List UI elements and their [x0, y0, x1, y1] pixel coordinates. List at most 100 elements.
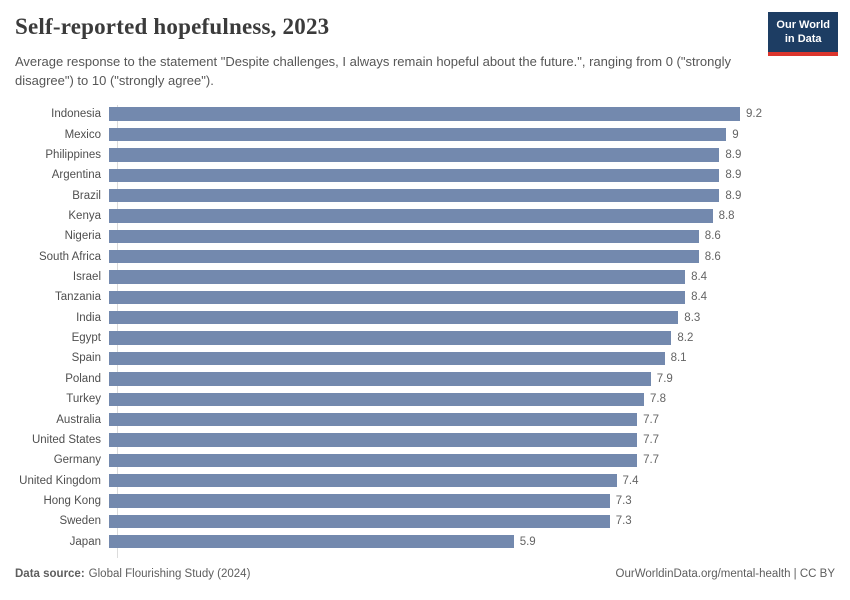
bar-track: 9: [109, 124, 837, 144]
country-label: India: [76, 311, 101, 324]
bar[interactable]: [109, 229, 699, 244]
bar-chart: Indonesia 9.2 Mexico 9 Philippines 8.9 Argenti…: [15, 104, 837, 558]
bar-track: 5.9: [109, 532, 837, 552]
bar-track: 8.4: [109, 267, 837, 287]
country-label: Spain: [71, 352, 101, 365]
bar-track: 7.8: [109, 389, 837, 409]
country-label: Argentina: [51, 169, 101, 182]
bar[interactable]: [109, 148, 720, 162]
bar-row: Indonesia 9.2: [15, 104, 837, 124]
country-label: United States: [31, 433, 101, 446]
value-label: 8.6: [704, 250, 721, 263]
bar-track: 7.4: [109, 470, 837, 490]
country-label: Australia: [56, 413, 101, 426]
value-label: 8.1: [670, 352, 687, 365]
bar-row: South Africa 8.6: [15, 247, 837, 267]
country-label: Turkey: [66, 393, 101, 406]
value-label: 8.3: [684, 311, 701, 324]
value-label: 7.7: [643, 413, 660, 426]
bar-row: United States 7.7: [15, 430, 837, 450]
bar[interactable]: [109, 535, 514, 549]
chart-subtitle: Average response to the statement "Despi…: [15, 54, 732, 88]
bar[interactable]: [109, 188, 720, 203]
country-label: Philippines: [45, 148, 101, 161]
bar[interactable]: [109, 453, 638, 467]
bar-track: 7.9: [109, 369, 837, 389]
country-label: Brazil: [72, 189, 101, 202]
country-label: Mexico: [64, 128, 101, 141]
bar-row: Turkey 7.8: [15, 389, 837, 409]
bar[interactable]: [109, 372, 651, 386]
bar-track: 8.9: [109, 145, 837, 165]
bar-row: Germany 7.7: [15, 450, 837, 470]
bar[interactable]: [109, 290, 686, 305]
bar[interactable]: [109, 412, 638, 427]
country-label: Poland: [65, 372, 101, 385]
attribution-link[interactable]: OurWorldinData.org/mental-health | CC BY: [615, 568, 835, 580]
bar-row: India 8.3: [15, 308, 837, 328]
bar[interactable]: [109, 209, 713, 223]
bar[interactable]: [109, 473, 617, 488]
bar-row: Hong Kong 7.3: [15, 491, 837, 511]
bar-track: 7.7: [109, 409, 837, 429]
bar[interactable]: [109, 127, 727, 142]
bar[interactable]: [109, 331, 672, 345]
bar-row: Nigeria 8.6: [15, 226, 837, 246]
bar-row: Israel 8.4: [15, 267, 837, 287]
bar-row: Australia 7.7: [15, 409, 837, 429]
data-source: Data source: Global Flourishing Study (20…: [15, 568, 250, 580]
bar[interactable]: [109, 250, 699, 264]
value-label: 7.4: [622, 474, 639, 487]
bar[interactable]: [109, 433, 638, 447]
value-label: 8.2: [677, 332, 694, 345]
bar[interactable]: [109, 351, 665, 366]
bar-row: Poland 7.9: [15, 369, 837, 389]
chart-title: Self-reported hopefulness, 2023: [15, 14, 330, 39]
country-label: Kenya: [68, 209, 101, 222]
bar[interactable]: [109, 311, 679, 325]
country-label: Sweden: [59, 515, 101, 528]
country-label: Nigeria: [64, 230, 101, 243]
bar-track: 8.6: [109, 226, 837, 246]
bar-row: Brazil 8.9: [15, 185, 837, 205]
value-label: 5.9: [519, 535, 536, 548]
bar[interactable]: [109, 107, 740, 121]
value-label: 7.7: [643, 433, 660, 446]
value-label: 8.9: [725, 169, 742, 182]
value-label: 8.4: [691, 291, 708, 304]
bar-track: 8.9: [109, 165, 837, 185]
value-label: 7.3: [615, 495, 632, 507]
value-label: 7.7: [643, 454, 660, 467]
bar-track: 7.3: [109, 511, 837, 531]
bar-row: United Kingdom 7.4: [15, 470, 837, 490]
bar[interactable]: [109, 168, 720, 182]
owid-logo[interactable]: Our World in Data: [768, 12, 838, 56]
value-label: 8.9: [725, 148, 742, 161]
value-label: 7.8: [650, 393, 666, 406]
country-label: Indonesia: [51, 108, 101, 121]
bar[interactable]: [109, 270, 686, 284]
bar-track: 8.6: [109, 247, 837, 267]
bar-track: 7.3: [109, 491, 837, 511]
bar[interactable]: [109, 494, 610, 508]
bar-row: Egypt 8.2: [15, 328, 837, 348]
value-label: 7.9: [656, 372, 673, 385]
value-label: 8.8: [718, 209, 735, 222]
bar-row: Spain 8.1: [15, 348, 837, 368]
bar-row: Japan 5.9: [15, 532, 837, 552]
bar-track: 9.2: [109, 104, 837, 124]
owid-logo-line2: in Data: [784, 32, 822, 45]
bar[interactable]: [109, 514, 610, 529]
value-label: 7.3: [615, 515, 632, 528]
country-label: South Africa: [38, 250, 101, 263]
value-label: 9.2: [746, 108, 762, 121]
country-label: Germany: [53, 454, 101, 467]
bar-track: 8.4: [109, 287, 837, 307]
country-label: Egypt: [71, 332, 101, 345]
bar[interactable]: [109, 392, 644, 406]
bar-track: 7.7: [109, 430, 837, 450]
owid-logo-line1: Our World: [776, 19, 830, 31]
data-source-label: Data source:: [15, 568, 85, 580]
value-label: 8.9: [725, 189, 742, 202]
